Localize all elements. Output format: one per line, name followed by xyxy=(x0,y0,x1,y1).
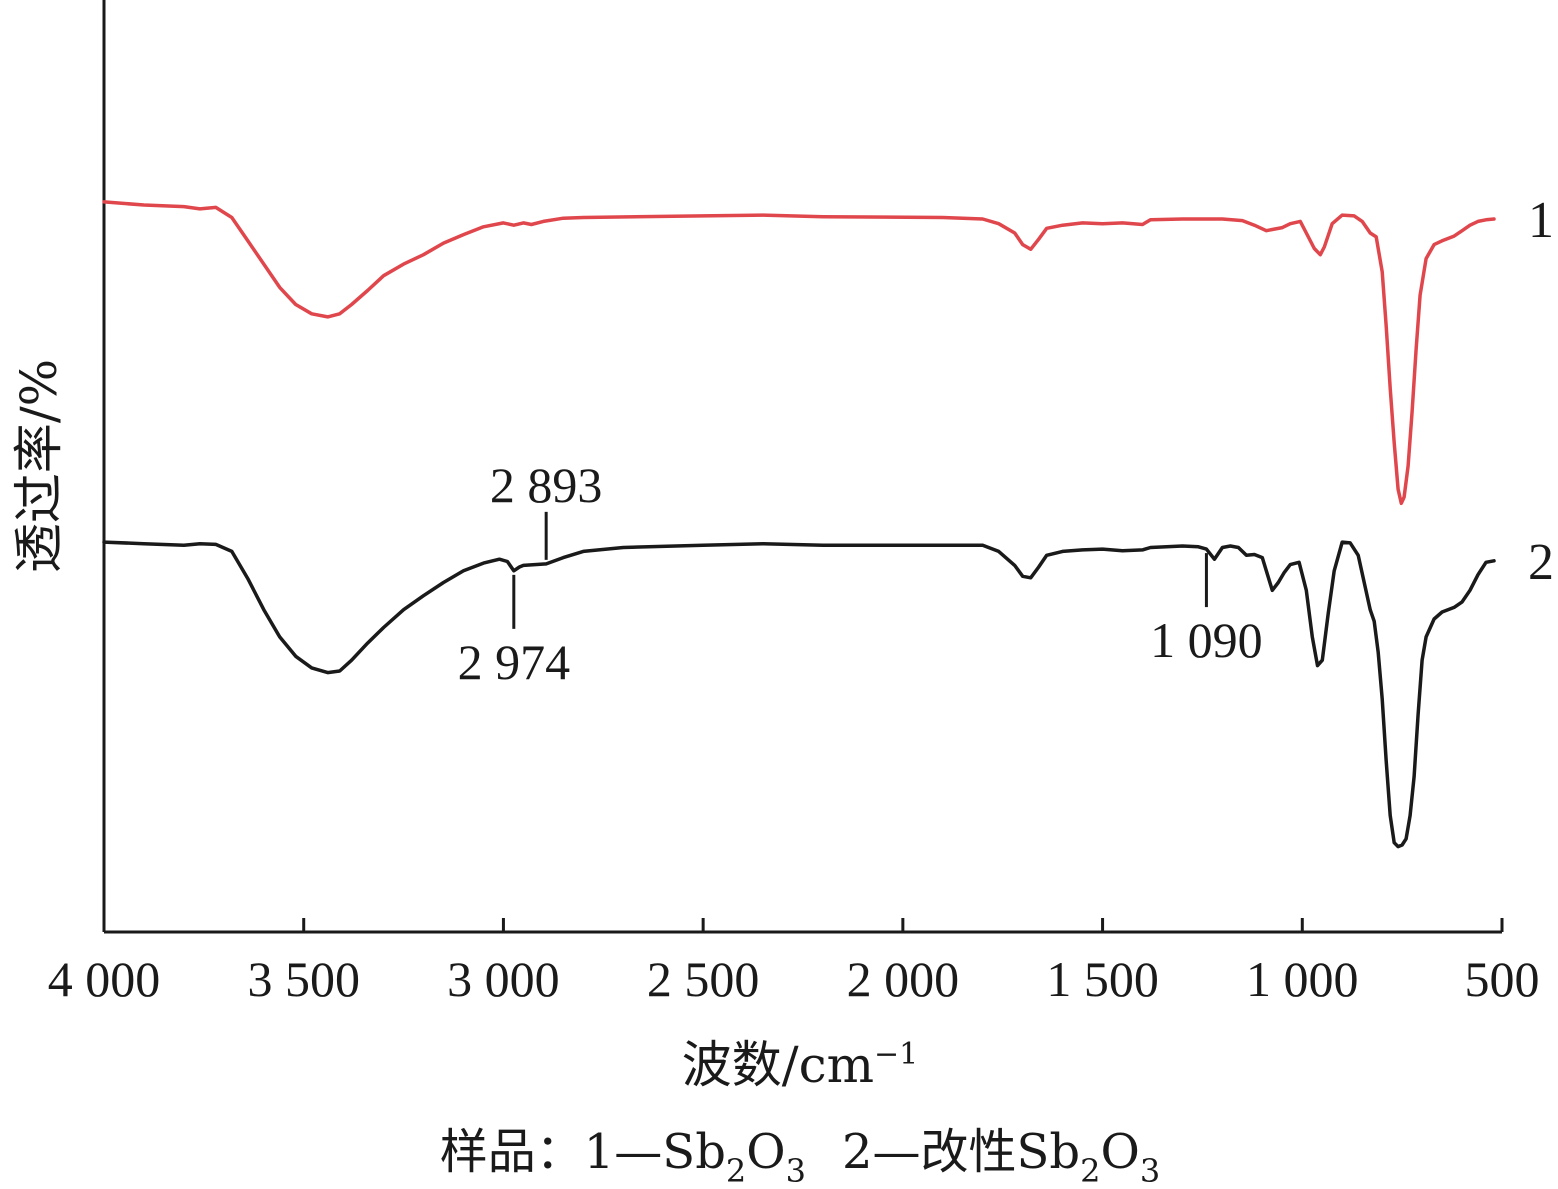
plot-area xyxy=(102,0,1502,934)
series-group: 12 xyxy=(102,192,1554,849)
x-tick-label-500: 500 xyxy=(1465,951,1540,1007)
x-tick-labels: 4 000 3 500 3 000 2 500 2 000 1 500 1 000 500 xyxy=(48,951,1540,1007)
x-tick-label-3500: 3 500 xyxy=(247,951,360,1007)
series-line-2 xyxy=(102,540,1496,849)
annotation-label-2: 1 090 xyxy=(1150,612,1263,668)
series-label-2: 2 xyxy=(1528,534,1554,591)
x-tick-label-2500: 2 500 xyxy=(647,951,760,1007)
annotation-label-0: 2 893 xyxy=(490,457,603,513)
annotations: 2 893 2 974 1 090 xyxy=(458,457,1263,690)
annotation-label-1: 2 974 xyxy=(458,634,571,690)
x-tick-label-1500: 1 500 xyxy=(1046,951,1159,1007)
x-tick-label-2000: 2 000 xyxy=(847,951,960,1007)
series-line-1 xyxy=(102,200,1496,506)
y-axis-title: 透过率/% xyxy=(10,359,68,573)
x-tick-label-4000: 4 000 xyxy=(48,951,161,1007)
x-ticks xyxy=(102,918,1504,932)
x-tick-label-1000: 1 000 xyxy=(1246,951,1359,1007)
sample-caption: 样品：1—Sb2O3 2—改性Sb2O3 xyxy=(440,1124,1160,1189)
x-tick-label-3000: 3 000 xyxy=(447,951,560,1007)
series-label-1: 1 xyxy=(1528,192,1554,249)
x-axis-title: 波数/cm−1 xyxy=(682,1036,919,1094)
